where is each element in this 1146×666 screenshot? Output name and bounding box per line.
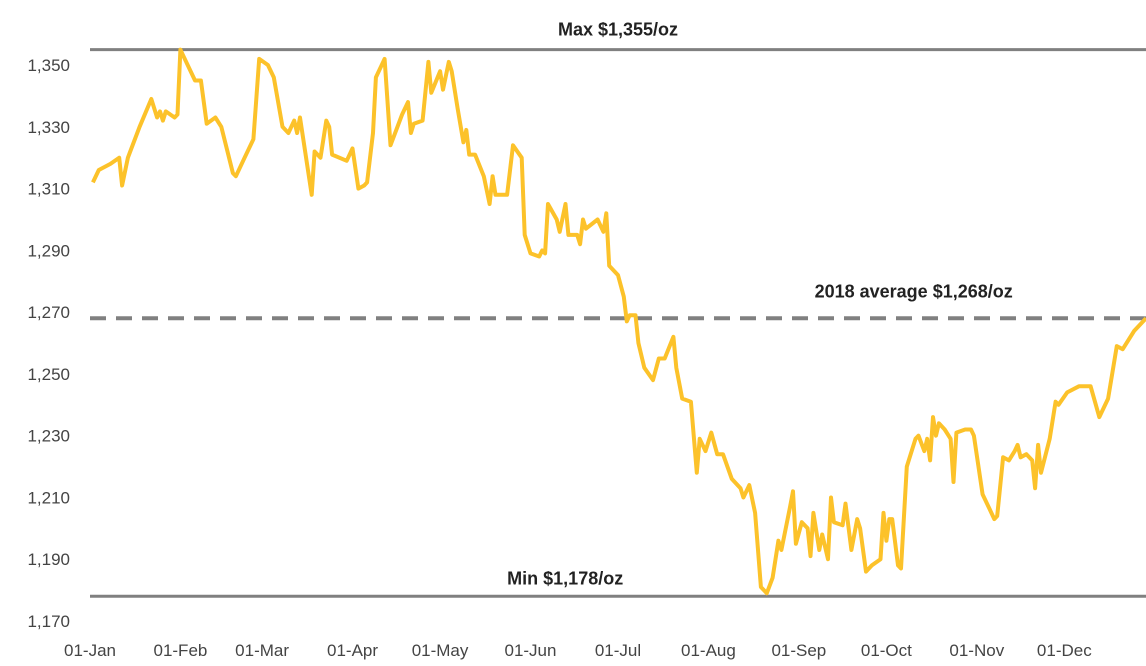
x-tick-label: 01-Jan <box>64 641 116 660</box>
y-tick-label: 1,310 <box>27 180 70 199</box>
annotation: Min $1,178/oz <box>507 568 623 588</box>
y-tick-label: 1,230 <box>27 427 70 446</box>
x-tick-label: 01-Nov <box>949 641 1004 660</box>
y-tick-label: 1,270 <box>27 303 70 322</box>
x-tick-label: 01-Feb <box>153 641 207 660</box>
y-tick-label: 1,330 <box>27 118 70 137</box>
annotation: 2018 average $1,268/oz <box>815 281 1013 301</box>
annotation: Max $1,355/oz <box>558 20 678 40</box>
y-tick-label: 1,210 <box>27 488 70 507</box>
x-tick-label: 01-Jul <box>595 641 641 660</box>
y-tick-label: 1,170 <box>27 612 70 631</box>
x-tick-label: 01-Oct <box>861 641 912 660</box>
x-tick-label: 01-Jun <box>504 641 556 660</box>
y-tick-label: 1,290 <box>27 241 70 260</box>
y-tick-label: 1,190 <box>27 550 70 569</box>
x-tick-label: 01-May <box>412 641 469 660</box>
y-tick-label: 1,350 <box>27 56 70 75</box>
y-tick-label: 1,250 <box>27 365 70 384</box>
x-tick-label: 01-Sep <box>771 641 826 660</box>
x-tick-label: 01-Dec <box>1037 641 1092 660</box>
price-line <box>91 47 1146 596</box>
x-tick-label: 01-Aug <box>681 641 736 660</box>
x-tick-label: 01-Apr <box>327 641 378 660</box>
x-tick-label: 01-Mar <box>235 641 289 660</box>
